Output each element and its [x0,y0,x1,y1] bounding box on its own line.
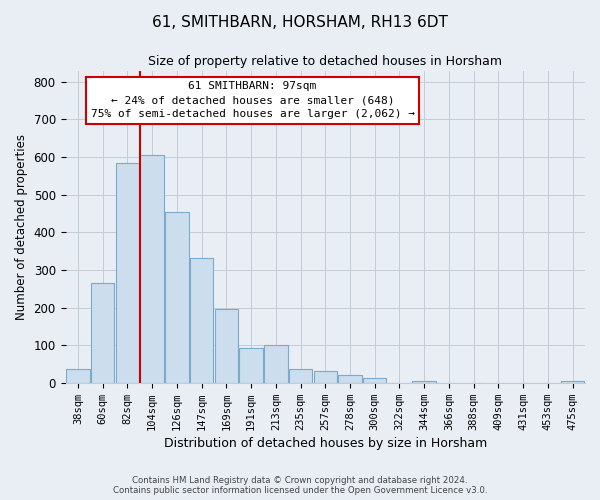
Bar [561,381,584,383]
Bar [314,371,337,383]
Bar [289,368,312,383]
Text: Contains HM Land Registry data © Crown copyright and database right 2024.
Contai: Contains HM Land Registry data © Crown c… [113,476,487,495]
Bar [215,308,238,383]
Bar [264,345,287,383]
Bar [91,283,115,383]
Bar [412,381,436,383]
Bar [66,368,89,383]
Bar [190,258,214,383]
Bar [363,378,386,383]
Bar [165,212,188,383]
Text: 61, SMITHBARN, HORSHAM, RH13 6DT: 61, SMITHBARN, HORSHAM, RH13 6DT [152,15,448,30]
Bar [338,374,362,383]
Bar [239,348,263,383]
Bar [116,162,139,383]
X-axis label: Distribution of detached houses by size in Horsham: Distribution of detached houses by size … [164,437,487,450]
Title: Size of property relative to detached houses in Horsham: Size of property relative to detached ho… [148,55,502,68]
Y-axis label: Number of detached properties: Number of detached properties [15,134,28,320]
Text: 61 SMITHBARN: 97sqm
← 24% of detached houses are smaller (648)
75% of semi-detac: 61 SMITHBARN: 97sqm ← 24% of detached ho… [91,82,415,120]
Bar [140,155,164,383]
